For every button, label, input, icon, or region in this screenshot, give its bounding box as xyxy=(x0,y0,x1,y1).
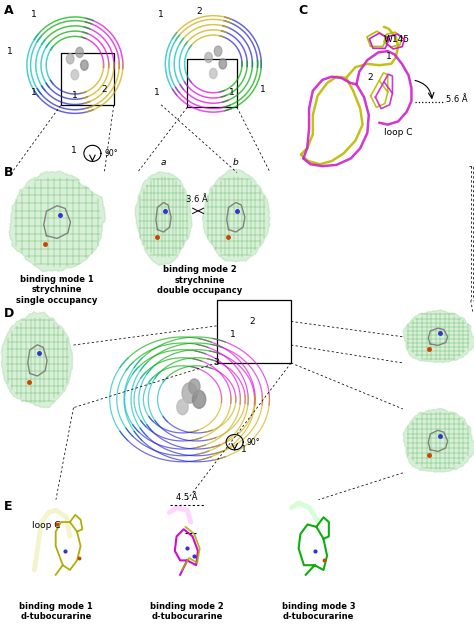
Text: 3.6 Å: 3.6 Å xyxy=(186,196,208,204)
Circle shape xyxy=(182,383,197,403)
Text: a: a xyxy=(161,158,166,167)
Circle shape xyxy=(214,46,222,56)
Text: C: C xyxy=(299,4,308,17)
Text: 1: 1 xyxy=(72,91,78,100)
Text: B: B xyxy=(4,166,13,179)
Text: binding mode 1
strychnine
single occupancy: binding mode 1 strychnine single occupan… xyxy=(17,275,98,305)
Polygon shape xyxy=(403,310,474,362)
Text: loop C: loop C xyxy=(32,521,61,530)
Text: 1: 1 xyxy=(31,10,37,19)
Text: 1: 1 xyxy=(7,47,12,56)
Text: 2: 2 xyxy=(367,73,373,82)
Text: 1: 1 xyxy=(386,52,392,61)
Text: 2: 2 xyxy=(196,7,202,16)
Text: 1: 1 xyxy=(154,88,159,97)
Polygon shape xyxy=(135,172,192,266)
Text: binding mode 2
d-tubocurarine: binding mode 2 d-tubocurarine xyxy=(150,602,224,621)
Text: 90°: 90° xyxy=(104,149,118,158)
Text: 2: 2 xyxy=(101,85,107,94)
Text: 1: 1 xyxy=(241,445,247,454)
Circle shape xyxy=(66,54,74,64)
Text: 1: 1 xyxy=(31,88,37,97)
Text: 1: 1 xyxy=(230,330,236,339)
Bar xyxy=(187,59,237,107)
Text: 1: 1 xyxy=(71,146,76,155)
Text: 3: 3 xyxy=(213,358,219,367)
Circle shape xyxy=(189,379,200,394)
Text: 1: 1 xyxy=(260,85,266,94)
Circle shape xyxy=(210,68,217,79)
Circle shape xyxy=(177,399,188,415)
Polygon shape xyxy=(9,171,105,272)
Bar xyxy=(61,53,114,105)
Text: binding mode 3
d-tubocurarine: binding mode 3 d-tubocurarine xyxy=(282,602,356,621)
Text: 1: 1 xyxy=(229,88,235,97)
Text: 4.5 Å: 4.5 Å xyxy=(176,493,198,502)
Text: W145: W145 xyxy=(384,35,410,44)
Text: 90°: 90° xyxy=(246,438,260,447)
Text: 2: 2 xyxy=(249,317,255,326)
Circle shape xyxy=(71,70,79,80)
Text: 1: 1 xyxy=(158,10,164,19)
Text: binding mode 2
strychnine
double occupancy: binding mode 2 strychnine double occupan… xyxy=(157,265,242,295)
Circle shape xyxy=(205,52,212,63)
Polygon shape xyxy=(403,408,474,472)
Text: binding mode 1
d-tubocurarine: binding mode 1 d-tubocurarine xyxy=(19,602,93,621)
Circle shape xyxy=(192,390,206,408)
Text: D: D xyxy=(4,307,14,320)
Polygon shape xyxy=(1,312,73,408)
Bar xyxy=(217,300,291,363)
Polygon shape xyxy=(202,169,270,262)
Text: loop C: loop C xyxy=(384,128,412,137)
Circle shape xyxy=(81,60,88,70)
Circle shape xyxy=(76,47,83,58)
Circle shape xyxy=(219,59,227,69)
Text: E: E xyxy=(4,500,12,512)
Text: b: b xyxy=(233,158,239,167)
Text: A: A xyxy=(4,4,13,17)
Text: 5.6 Å: 5.6 Å xyxy=(446,95,467,104)
